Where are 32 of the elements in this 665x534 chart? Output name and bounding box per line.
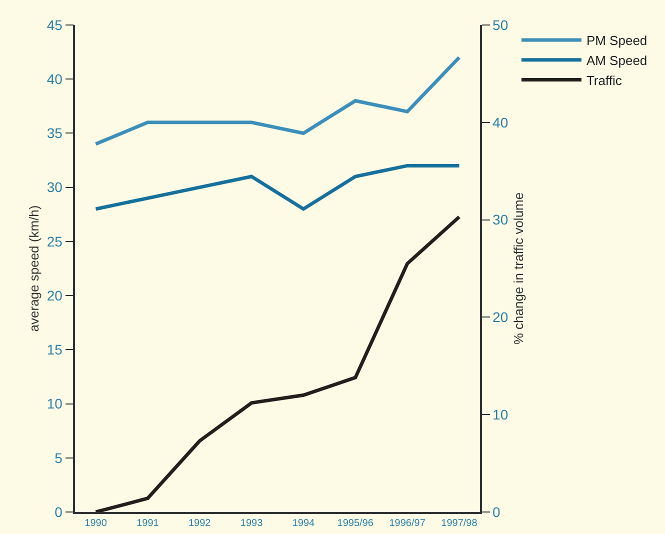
x-tick-label: 1993 [240,518,264,529]
y2-tick-label: 30 [492,212,508,228]
y-axis-title: average speed (km/h) [26,205,42,332]
y-tick-label: 5 [54,450,63,466]
x-tick-label: 1996/97 [389,518,426,529]
y-tick-label: 35 [46,125,63,142]
y-tick-label: 0 [54,504,63,520]
line-series [94,56,461,146]
line-series [94,164,461,211]
y-tick-label: 40 [46,71,63,88]
x-tick-label: 1990 [84,518,108,529]
x-tick-label: 1997/98 [441,518,478,529]
y2-tick-label: 0 [492,504,501,520]
legend-label: AM Speed [586,52,648,68]
y-tick-label: 10 [46,396,63,412]
y2-tick-label: 40 [492,114,508,130]
y-tick-label: 15 [46,342,63,358]
y2-axis-title: % change in traffic volume [511,192,526,345]
line-series [94,215,461,512]
y2-tick-label: 20 [492,309,508,326]
y-tick-label: 45 [46,16,63,33]
y-tick-label: 25 [46,233,63,250]
x-tick-label: 1992 [188,518,212,529]
y2-tick-label: 50 [492,16,508,33]
y-tick-label: 30 [46,179,63,196]
y-tick-label: 20 [46,287,63,304]
x-tick-label: 1994 [292,518,316,529]
x-tick-label: 1995/96 [337,518,374,529]
legend-label: PM Speed [586,33,648,48]
x-tick-label: 1991 [136,518,160,529]
legend-label: Traffic [586,72,622,88]
y2-tick-label: 10 [492,406,508,422]
